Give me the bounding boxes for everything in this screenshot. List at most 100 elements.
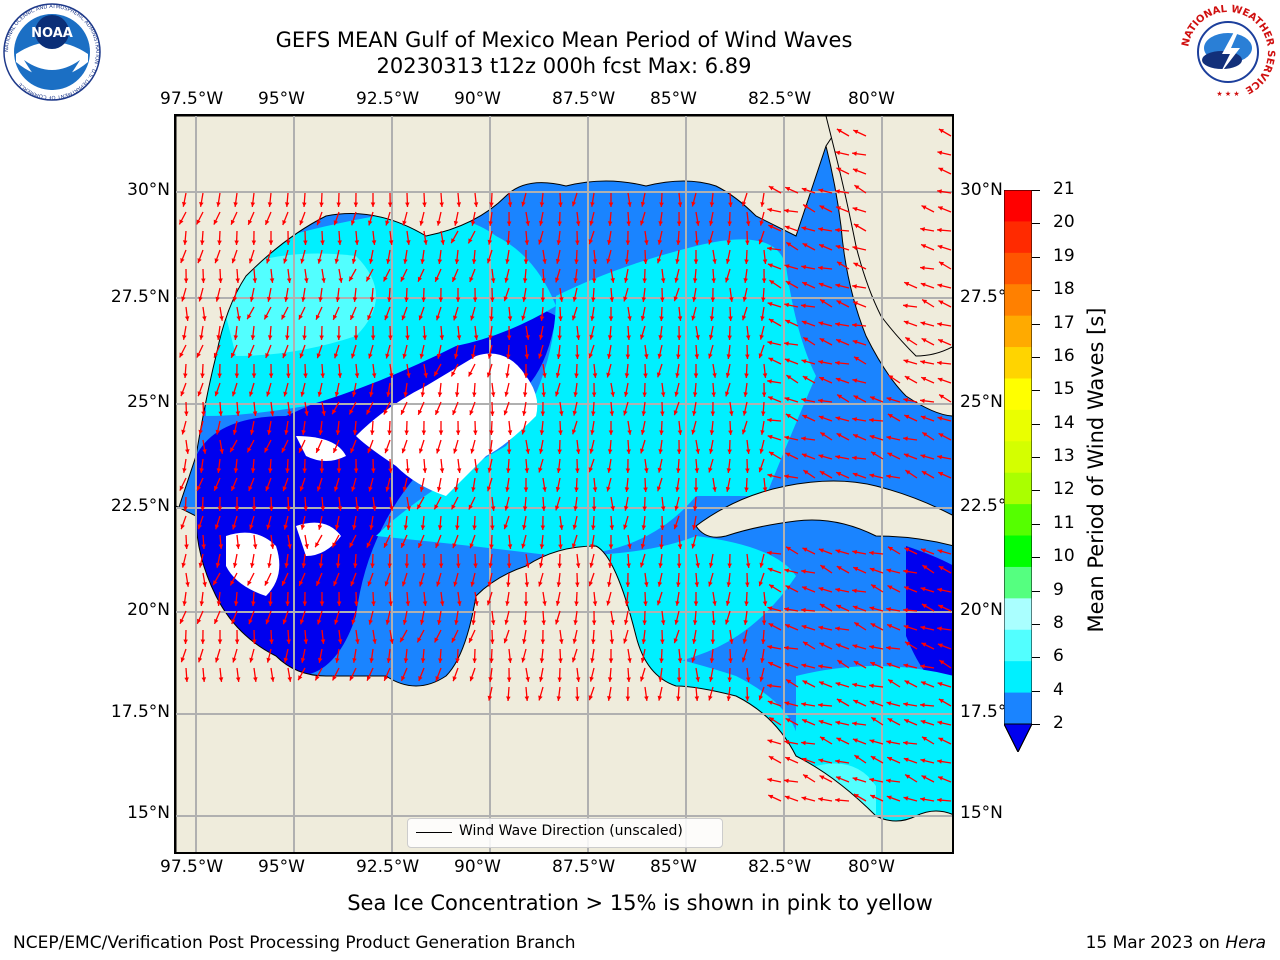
wave-arrow-head bbox=[870, 623, 876, 628]
wave-arrow-head bbox=[818, 587, 824, 592]
wave-arrow-head bbox=[920, 265, 925, 271]
wave-arrow-head bbox=[539, 334, 544, 340]
wave-arrow-head bbox=[801, 303, 806, 309]
wave-arrow-head bbox=[835, 720, 841, 726]
wave-arrow-head bbox=[218, 544, 224, 549]
colorbar-segment bbox=[1004, 535, 1032, 568]
wave-arrow-head bbox=[801, 624, 807, 630]
wave-arrow-head bbox=[541, 506, 546, 511]
wave-arrow-head bbox=[767, 777, 773, 783]
wave-arrow-head bbox=[801, 265, 807, 270]
wave-arrow-head bbox=[503, 296, 508, 302]
wave-arrow-head bbox=[232, 296, 238, 302]
wave-arrow-head bbox=[784, 358, 790, 363]
wave-arrow-head bbox=[333, 314, 338, 320]
wave-arrow-head bbox=[522, 297, 527, 302]
wave-arrow-head bbox=[265, 486, 270, 492]
wave-arrow-head bbox=[315, 314, 320, 320]
wave-arrow-head bbox=[403, 392, 408, 397]
wave-arrow-head bbox=[784, 225, 790, 230]
wave-arrow-head bbox=[589, 220, 594, 226]
wave-arrow-head bbox=[287, 544, 292, 549]
colorbar-tick-label: 15 bbox=[1053, 379, 1075, 400]
wave-arrow-head bbox=[388, 601, 393, 606]
wave-arrow-head bbox=[387, 297, 392, 302]
wave-arrow-head bbox=[299, 619, 305, 625]
wave-arrow-head bbox=[199, 601, 205, 606]
wave-arrow-head bbox=[693, 601, 699, 606]
wave-arrow-head bbox=[558, 658, 563, 663]
wave-arrow-head bbox=[835, 360, 840, 366]
wave-arrow-head bbox=[623, 524, 628, 530]
wave-arrow-head bbox=[488, 335, 493, 340]
wave-arrow-head bbox=[489, 202, 494, 207]
wave-arrow-head bbox=[539, 562, 544, 568]
wave-arrow-head bbox=[786, 242, 792, 247]
wave-arrow-head bbox=[284, 297, 289, 302]
wave-arrow-head bbox=[319, 202, 324, 207]
wave-arrow-head bbox=[818, 360, 824, 365]
wave-arrow-head bbox=[676, 449, 682, 454]
wave-arrow-head bbox=[487, 239, 493, 245]
wave-arrow-head bbox=[367, 315, 372, 320]
wave-arrow-head bbox=[506, 354, 511, 359]
wave-arrow-head bbox=[640, 448, 645, 454]
wave-arrow-head bbox=[437, 259, 443, 264]
wave-arrow-head bbox=[539, 658, 545, 663]
wave-arrow-head bbox=[920, 321, 926, 326]
wave-arrow-head bbox=[456, 335, 462, 340]
wave-arrow-head bbox=[522, 278, 528, 283]
wave-arrow-head bbox=[869, 645, 875, 650]
colorbar bbox=[1004, 190, 1032, 752]
wave-arrow-head bbox=[623, 638, 628, 644]
wave-arrow-head bbox=[506, 677, 512, 682]
wave-arrow-head bbox=[367, 581, 372, 587]
wave-arrow-head bbox=[903, 607, 908, 613]
wave-arrow-head bbox=[216, 335, 221, 340]
wave-arrow-head bbox=[767, 700, 773, 705]
wave-arrow-head bbox=[439, 335, 445, 340]
wave-arrow-head bbox=[607, 468, 612, 473]
wave-arrow-head bbox=[332, 409, 337, 415]
wave-arrow-head bbox=[852, 472, 858, 477]
wave-arrow-head bbox=[418, 409, 423, 415]
wave-arrow-head bbox=[284, 430, 289, 435]
wave-arrow-head bbox=[182, 335, 187, 340]
wave-arrow-head bbox=[217, 373, 222, 378]
wave-arrow-head bbox=[694, 354, 700, 359]
wave-arrow-head bbox=[767, 645, 773, 650]
wave-arrow-head bbox=[368, 486, 373, 492]
wave-arrow-head bbox=[627, 202, 632, 207]
lon-tick-label: 95°W bbox=[258, 857, 305, 877]
wave-arrow-head bbox=[677, 430, 683, 435]
colorbar-segment bbox=[1004, 221, 1032, 254]
wave-arrow-head bbox=[741, 315, 747, 321]
wave-arrow-head bbox=[298, 675, 303, 681]
wave-arrow-head bbox=[214, 391, 219, 397]
wave-arrow-head bbox=[371, 601, 376, 606]
wave-arrow-head bbox=[354, 601, 359, 606]
wave-arrow-head bbox=[422, 202, 427, 207]
wave-arrow-head bbox=[403, 525, 409, 530]
wave-arrow-head bbox=[708, 695, 713, 701]
colorbar-tick-label: 19 bbox=[1053, 245, 1075, 266]
wave-arrow-head bbox=[938, 300, 944, 305]
colorbar-tick bbox=[1032, 390, 1040, 392]
wave-arrow-head bbox=[673, 638, 678, 644]
wave-arrow-head bbox=[268, 373, 274, 378]
wave-arrow-head bbox=[301, 297, 306, 302]
wave-arrow-head bbox=[784, 264, 790, 269]
wave-arrow-head bbox=[590, 316, 595, 321]
wave-arrow-head bbox=[903, 757, 909, 762]
wave-arrow-head bbox=[886, 795, 892, 800]
wave-arrow-head bbox=[937, 587, 943, 593]
wave-arrow-head bbox=[197, 391, 202, 397]
colorbar-segment bbox=[1004, 378, 1032, 411]
wave-arrow-head bbox=[920, 548, 926, 553]
wave-arrow-head bbox=[507, 316, 513, 321]
colorbar-segment bbox=[1004, 629, 1032, 662]
wave-arrow-head bbox=[247, 580, 252, 586]
wave-arrow-head bbox=[676, 335, 682, 340]
wave-arrow-head bbox=[801, 796, 807, 801]
wave-arrow-head bbox=[555, 486, 561, 492]
